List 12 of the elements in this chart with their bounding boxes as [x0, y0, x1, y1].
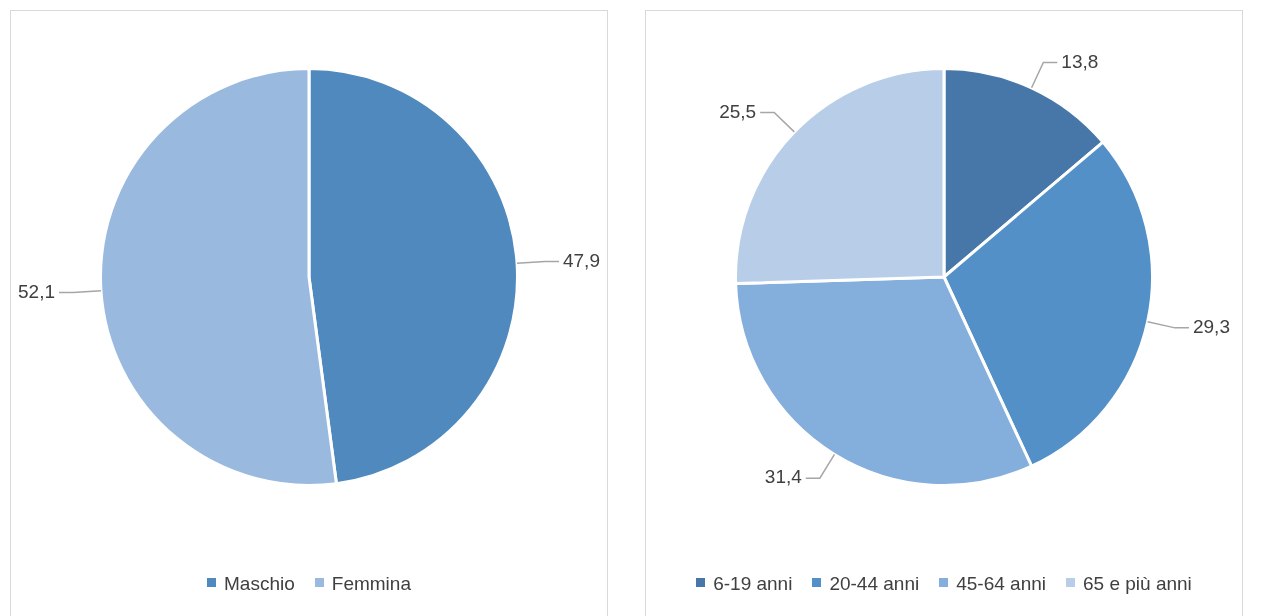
legend-label: 65 e più anni [1082, 573, 1192, 594]
legend-label: Femmina [330, 573, 411, 594]
data-label: 31,4 [764, 466, 803, 488]
data-label: 13,8 [1061, 50, 1099, 72]
legend-label: Maschio [223, 573, 295, 594]
data-label: 25,5 [719, 100, 757, 122]
data-label: 47,9 [562, 249, 600, 271]
legend-label: 45-64 anni [955, 573, 1046, 594]
data-label: 52,1 [18, 280, 56, 302]
data-label: 29,3 [1192, 316, 1230, 338]
legend-label: 6-19 anni [712, 573, 793, 594]
legend-label: 20-44 anni [828, 573, 920, 594]
